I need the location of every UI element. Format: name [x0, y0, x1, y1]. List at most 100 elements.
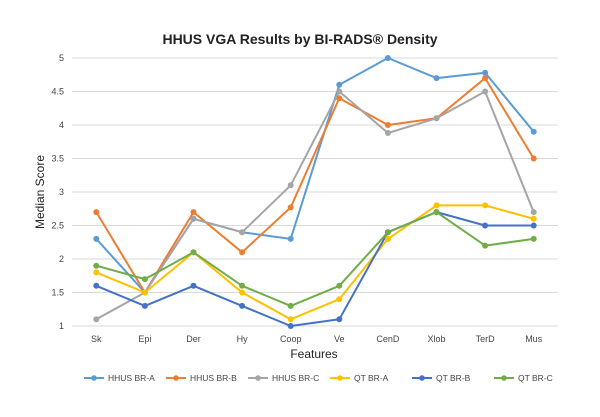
- data-point: [482, 69, 489, 76]
- data-point: [384, 130, 391, 137]
- data-point: [336, 316, 343, 323]
- legend-item: QT BR-B: [412, 373, 471, 383]
- data-point: [93, 209, 100, 216]
- data-point: [287, 235, 294, 242]
- data-point: [482, 222, 489, 229]
- gridlines: [72, 57, 558, 327]
- data-point: [433, 209, 440, 216]
- legend-marker: [255, 375, 261, 381]
- series-line-3: [95, 204, 534, 321]
- data-point: [239, 249, 246, 256]
- data-point: [336, 282, 343, 289]
- data-point: [384, 55, 391, 61]
- y-tick-label: 4.5: [51, 87, 64, 97]
- series-line-4: [95, 211, 534, 327]
- x-tick-label: Epi: [138, 334, 151, 344]
- x-axis-ticks: Sk Epi Der Hy Coop Ve CenD Xlob TerD Mus: [91, 334, 543, 344]
- data-point: [190, 215, 197, 222]
- data-point: [433, 75, 440, 82]
- y-tick-label: 1.5: [51, 288, 64, 298]
- legend-label: QT BR-A: [354, 373, 389, 383]
- y-axis-ticks: 1 1.5 2 2.5 3 3.5 4 4.5 5: [51, 53, 64, 331]
- data-point: [93, 282, 100, 289]
- legend-label: QT BR-B: [436, 373, 471, 383]
- data-point: [93, 316, 100, 323]
- data-point: [93, 269, 100, 276]
- data-point: [384, 122, 391, 128]
- legend-marker: [419, 375, 425, 381]
- legend-marker: [501, 375, 507, 381]
- legend-marker: [337, 375, 343, 381]
- data-point: [530, 128, 537, 135]
- y-tick-label: 3.5: [51, 154, 64, 164]
- data-point: [530, 222, 537, 229]
- x-tick-label: Ve: [334, 334, 345, 344]
- x-tick-label: TerD: [476, 334, 496, 344]
- legend-item: QT BR-C: [494, 373, 553, 383]
- data-point: [287, 302, 294, 309]
- series-line-2: [95, 90, 535, 321]
- x-tick-label: Sk: [91, 334, 102, 344]
- x-axis-label: Features: [290, 347, 337, 361]
- data-point: [482, 202, 489, 209]
- data-point: [384, 235, 391, 242]
- legend-item: HHUS BR-C: [248, 373, 319, 383]
- data-point: [530, 215, 537, 222]
- legend-item: HHUS BR-A: [84, 373, 155, 383]
- legend-label: QT BR-C: [518, 373, 553, 383]
- y-tick-label: 1: [59, 321, 64, 331]
- data-point: [530, 209, 537, 216]
- y-tick-label: 4: [59, 120, 64, 130]
- legend-label: HHUS BR-A: [108, 373, 155, 383]
- data-point: [287, 323, 294, 329]
- data-point: [482, 75, 489, 82]
- data-point: [433, 115, 440, 122]
- x-tick-label: Der: [186, 334, 201, 344]
- data-point: [384, 229, 391, 236]
- data-point: [239, 289, 246, 296]
- data-point: [287, 316, 294, 323]
- data-point: [336, 296, 343, 303]
- legend-item: QT BR-A: [330, 373, 389, 383]
- data-point: [336, 88, 343, 95]
- data-point: [336, 95, 343, 102]
- series-lines: [95, 57, 535, 327]
- data-point: [239, 302, 246, 309]
- data-point: [93, 235, 100, 242]
- legend-item: HHUS BR-B: [166, 373, 237, 383]
- legend-label: HHUS BR-B: [190, 373, 237, 383]
- data-point: [287, 204, 294, 211]
- x-tick-label: CenD: [376, 334, 400, 344]
- data-point: [141, 289, 148, 296]
- data-point: [141, 302, 148, 309]
- series-line-5: [96, 211, 534, 307]
- data-point: [336, 81, 343, 88]
- data-point: [433, 202, 440, 209]
- data-point: [530, 155, 537, 162]
- data-point: [239, 229, 246, 236]
- y-axis-label: Median Score: [33, 155, 47, 229]
- y-tick-label: 2.5: [51, 221, 64, 231]
- y-tick-label: 5: [59, 53, 64, 63]
- chart-title: HHUS VGA Results by BI-RADS® Density: [162, 31, 437, 47]
- data-point: [482, 242, 489, 249]
- series-line-1: [95, 77, 535, 294]
- data-point: [190, 282, 197, 289]
- data-point: [93, 262, 100, 269]
- legend-label: HHUS BR-C: [272, 373, 319, 383]
- x-tick-label: Hy: [237, 334, 248, 344]
- y-tick-label: 3: [59, 187, 64, 197]
- data-point: [190, 209, 197, 216]
- y-tick-label: 2: [59, 254, 64, 264]
- data-point: [141, 276, 148, 283]
- data-point: [287, 182, 294, 189]
- series-points: [93, 55, 537, 329]
- data-point: [190, 249, 197, 256]
- data-point: [482, 88, 489, 95]
- x-tick-label: Mus: [525, 334, 543, 344]
- data-point: [530, 235, 537, 242]
- data-point: [239, 282, 246, 289]
- x-tick-label: Coop: [280, 334, 302, 344]
